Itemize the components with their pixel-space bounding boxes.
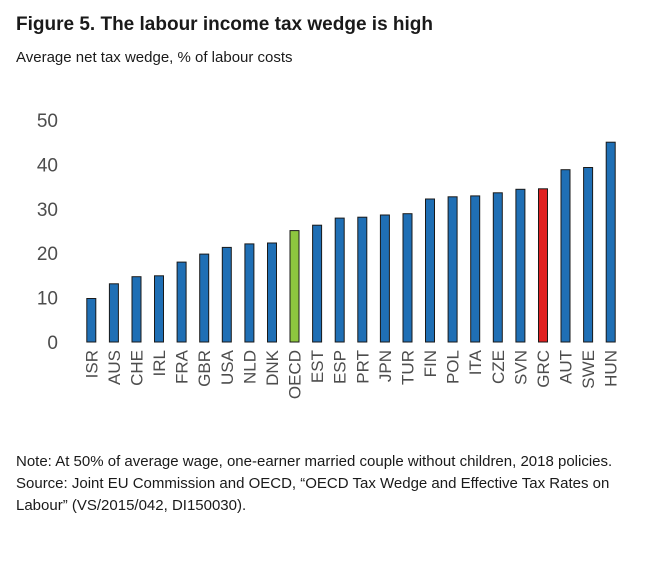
x-tick-label: USA xyxy=(218,349,237,385)
x-tick-label: AUS xyxy=(105,350,124,385)
bar-chart: 0 10 20 30 40 50 ISR AUS CHE IRL FRA GBR USA NLD DNK O… xyxy=(37,111,621,399)
bar-isr xyxy=(86,298,97,343)
bar-pol xyxy=(447,196,458,343)
x-tick-label: IRL xyxy=(150,350,169,376)
y-tick-label: 20 xyxy=(37,244,58,265)
y-tick-label: 40 xyxy=(37,155,58,176)
source-text: Source: Joint EU Commission and OECD, “O… xyxy=(16,475,610,514)
bar-grc xyxy=(538,188,548,343)
bar-cze xyxy=(492,192,503,343)
y-tick-label: 30 xyxy=(37,200,58,221)
x-tick-label: SWE xyxy=(579,350,598,389)
x-tick-label: ISR xyxy=(82,350,101,378)
bar-est xyxy=(312,224,323,343)
x-tick-label: FIN xyxy=(421,350,440,377)
bar-aut xyxy=(560,169,571,343)
x-tick-label: EST xyxy=(308,350,327,383)
note-text: Note: At 50% of average wage, one-earner… xyxy=(16,453,613,470)
x-tick-label: FRA xyxy=(173,349,192,384)
x-tick-label: DNK xyxy=(263,349,282,386)
x-tick-label: JPN xyxy=(376,350,395,382)
bar-gbr xyxy=(199,253,210,343)
bar-ita xyxy=(470,195,481,343)
bar-svn xyxy=(515,188,526,343)
bars xyxy=(86,141,616,343)
bar-fin xyxy=(425,198,435,343)
y-tick-label: 10 xyxy=(37,289,58,310)
x-tick-label: CZE xyxy=(489,350,508,384)
bar-che xyxy=(131,276,142,343)
x-tick-label: NLD xyxy=(240,350,259,384)
x-tick-label: ESP xyxy=(331,350,350,384)
x-tick-label: OECD xyxy=(286,350,305,399)
bar-nld xyxy=(244,243,255,343)
bar-tur xyxy=(402,213,413,343)
x-axis: ISR AUS CHE IRL FRA GBR USA NLD DNK OECD EST ESP PRT… xyxy=(82,349,620,399)
bar-jpn xyxy=(379,214,390,343)
x-tick-label: TUR xyxy=(399,350,418,385)
y-tick-label: 50 xyxy=(37,111,58,132)
x-tick-label: ITA xyxy=(466,349,485,375)
x-tick-label: PRT xyxy=(353,350,372,384)
bar-hun xyxy=(605,141,616,343)
x-tick-label: SVN xyxy=(511,350,530,385)
bar-swe xyxy=(583,167,594,343)
figure-title: Figure 5. The labour income tax wedge is… xyxy=(16,14,434,35)
figure-subtitle: Average net tax wedge, % of labour costs xyxy=(16,49,293,66)
notes: Note: At 50% of average wage, one-earner… xyxy=(16,451,636,517)
y-axis: 0 10 20 30 40 50 xyxy=(37,111,58,354)
bar-esp xyxy=(334,217,345,343)
x-tick-label: AUT xyxy=(557,350,576,384)
x-tick-label: CHE xyxy=(128,350,147,386)
bar-fra xyxy=(176,261,187,343)
bar-irl xyxy=(154,275,164,343)
bar-usa xyxy=(221,246,232,343)
x-tick-label: GBR xyxy=(195,350,214,387)
x-tick-label: POL xyxy=(444,350,463,384)
bar-dnk xyxy=(267,242,277,343)
x-tick-label: GRC xyxy=(534,350,553,388)
bar-oecd xyxy=(289,230,300,343)
x-tick-label: HUN xyxy=(602,350,621,387)
y-tick-label: 0 xyxy=(47,333,58,354)
bar-aus xyxy=(108,283,119,343)
bar-prt xyxy=(357,216,368,343)
